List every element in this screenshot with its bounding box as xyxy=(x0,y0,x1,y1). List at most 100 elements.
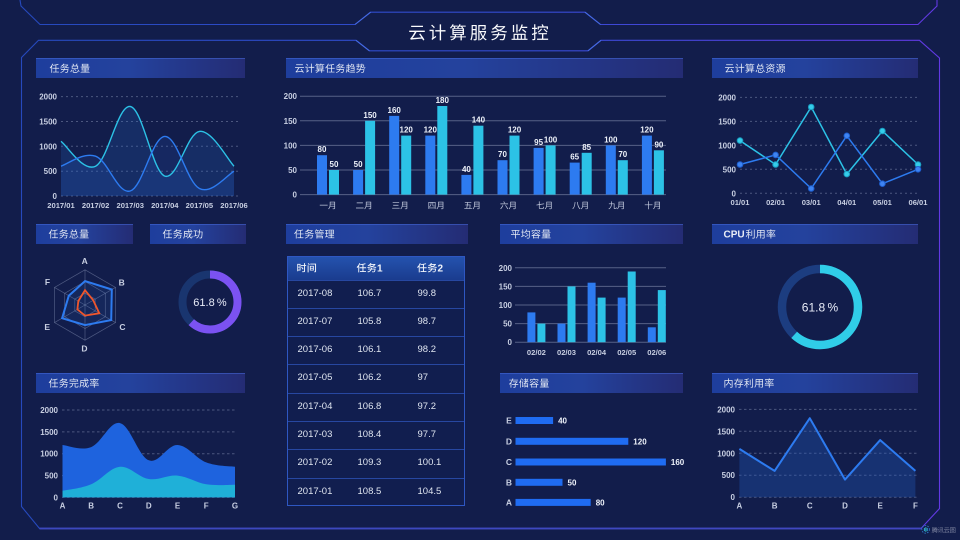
svg-text:160: 160 xyxy=(388,106,402,115)
svg-text:120: 120 xyxy=(508,126,522,135)
svg-text:D: D xyxy=(146,502,152,511)
svg-text:1500: 1500 xyxy=(40,428,58,437)
svg-text:50: 50 xyxy=(354,160,363,169)
svg-text:2017/01: 2017/01 xyxy=(47,201,75,210)
svg-text:61.8 %: 61.8 % xyxy=(802,300,839,314)
svg-text:50: 50 xyxy=(330,160,339,169)
svg-text:70: 70 xyxy=(498,150,507,159)
svg-text:2017/02: 2017/02 xyxy=(82,201,109,210)
svg-text:1000: 1000 xyxy=(717,449,735,458)
svg-text:120: 120 xyxy=(640,126,654,135)
svg-text:1500: 1500 xyxy=(718,117,736,126)
svg-text:F: F xyxy=(204,502,209,511)
svg-text:100: 100 xyxy=(544,135,558,144)
svg-text:0: 0 xyxy=(293,191,298,200)
svg-text:1000: 1000 xyxy=(718,141,736,150)
svg-text:D: D xyxy=(81,344,87,354)
svg-text:61.8 %: 61.8 % xyxy=(193,297,227,309)
svg-text:120: 120 xyxy=(633,437,647,446)
svg-text:140: 140 xyxy=(472,116,486,125)
svg-text:02/06: 02/06 xyxy=(647,348,666,357)
svg-text:2000: 2000 xyxy=(717,405,735,414)
svg-text:65: 65 xyxy=(570,153,579,162)
svg-text:2017/03: 2017/03 xyxy=(116,201,143,210)
svg-text:120: 120 xyxy=(400,126,414,135)
svg-text:F: F xyxy=(45,277,50,287)
svg-text:200: 200 xyxy=(499,264,513,273)
svg-text:40: 40 xyxy=(558,417,567,426)
svg-text:100: 100 xyxy=(284,141,298,150)
svg-text:C: C xyxy=(117,502,123,511)
svg-text:500: 500 xyxy=(44,167,58,176)
svg-text:A: A xyxy=(506,497,512,507)
svg-text:A: A xyxy=(82,256,88,266)
svg-text:0: 0 xyxy=(732,189,737,198)
svg-text:85: 85 xyxy=(582,143,591,152)
svg-text:02/03: 02/03 xyxy=(557,348,576,357)
svg-text:180: 180 xyxy=(436,96,450,105)
svg-text:500: 500 xyxy=(723,165,737,174)
svg-text:B: B xyxy=(88,502,94,511)
svg-text:1000: 1000 xyxy=(40,450,58,459)
svg-text:0: 0 xyxy=(53,192,58,201)
svg-text:B: B xyxy=(506,477,512,487)
svg-text:B: B xyxy=(772,502,778,511)
svg-text:150: 150 xyxy=(363,111,377,120)
svg-text:200: 200 xyxy=(284,92,298,101)
svg-text:2017/05: 2017/05 xyxy=(186,201,214,210)
svg-text:01/01: 01/01 xyxy=(730,198,750,207)
svg-text:B: B xyxy=(119,278,125,288)
svg-text:50: 50 xyxy=(503,320,512,329)
svg-text:F: F xyxy=(913,502,918,511)
svg-text:G: G xyxy=(232,502,238,511)
svg-text:120: 120 xyxy=(424,126,438,135)
svg-text:02/05: 02/05 xyxy=(617,348,637,357)
svg-text:E: E xyxy=(506,416,512,426)
svg-text:D: D xyxy=(842,502,848,511)
svg-text:1500: 1500 xyxy=(39,118,57,127)
svg-text:A: A xyxy=(737,502,743,511)
svg-text:04/01: 04/01 xyxy=(837,198,857,207)
svg-text:0: 0 xyxy=(54,493,59,502)
svg-text:C: C xyxy=(807,502,813,511)
svg-text:C: C xyxy=(119,322,125,332)
svg-text:E: E xyxy=(44,322,50,332)
svg-text:0: 0 xyxy=(731,493,736,502)
svg-text:C: C xyxy=(506,457,512,467)
svg-text:1: 1 xyxy=(377,264,383,275)
svg-text:2000: 2000 xyxy=(40,406,58,415)
svg-text:02/02: 02/02 xyxy=(527,348,546,357)
svg-text:06/01: 06/01 xyxy=(908,198,928,207)
svg-text:E: E xyxy=(878,502,884,511)
svg-text:80: 80 xyxy=(318,145,327,154)
svg-text:CPU: CPU xyxy=(724,230,745,241)
svg-text:500: 500 xyxy=(722,471,736,480)
svg-text:D: D xyxy=(506,436,512,446)
svg-text:2: 2 xyxy=(438,264,444,275)
svg-text:150: 150 xyxy=(284,117,298,126)
svg-text:100: 100 xyxy=(499,301,513,310)
svg-text:160: 160 xyxy=(671,458,685,467)
svg-text:02/01: 02/01 xyxy=(766,198,786,207)
svg-text:1000: 1000 xyxy=(39,142,57,151)
svg-text:0: 0 xyxy=(508,338,513,347)
svg-text:03/01: 03/01 xyxy=(802,198,822,207)
svg-text:2000: 2000 xyxy=(718,93,736,102)
svg-text:02/04: 02/04 xyxy=(587,348,607,357)
svg-text:90: 90 xyxy=(654,140,663,149)
svg-text:100: 100 xyxy=(604,135,618,144)
svg-text:80: 80 xyxy=(596,498,605,507)
svg-text:1500: 1500 xyxy=(717,427,735,436)
svg-text:150: 150 xyxy=(499,282,513,291)
svg-text:E: E xyxy=(175,502,181,511)
svg-text:95: 95 xyxy=(534,138,543,147)
svg-text:2017/04: 2017/04 xyxy=(151,201,179,210)
svg-text:2000: 2000 xyxy=(39,93,57,102)
svg-text:40: 40 xyxy=(462,165,471,174)
svg-text:500: 500 xyxy=(45,472,59,481)
svg-text:A: A xyxy=(60,502,66,511)
svg-text:05/01: 05/01 xyxy=(873,198,893,207)
svg-text:50: 50 xyxy=(568,478,577,487)
svg-text:70: 70 xyxy=(618,150,627,159)
svg-text:2017/06: 2017/06 xyxy=(220,201,247,210)
